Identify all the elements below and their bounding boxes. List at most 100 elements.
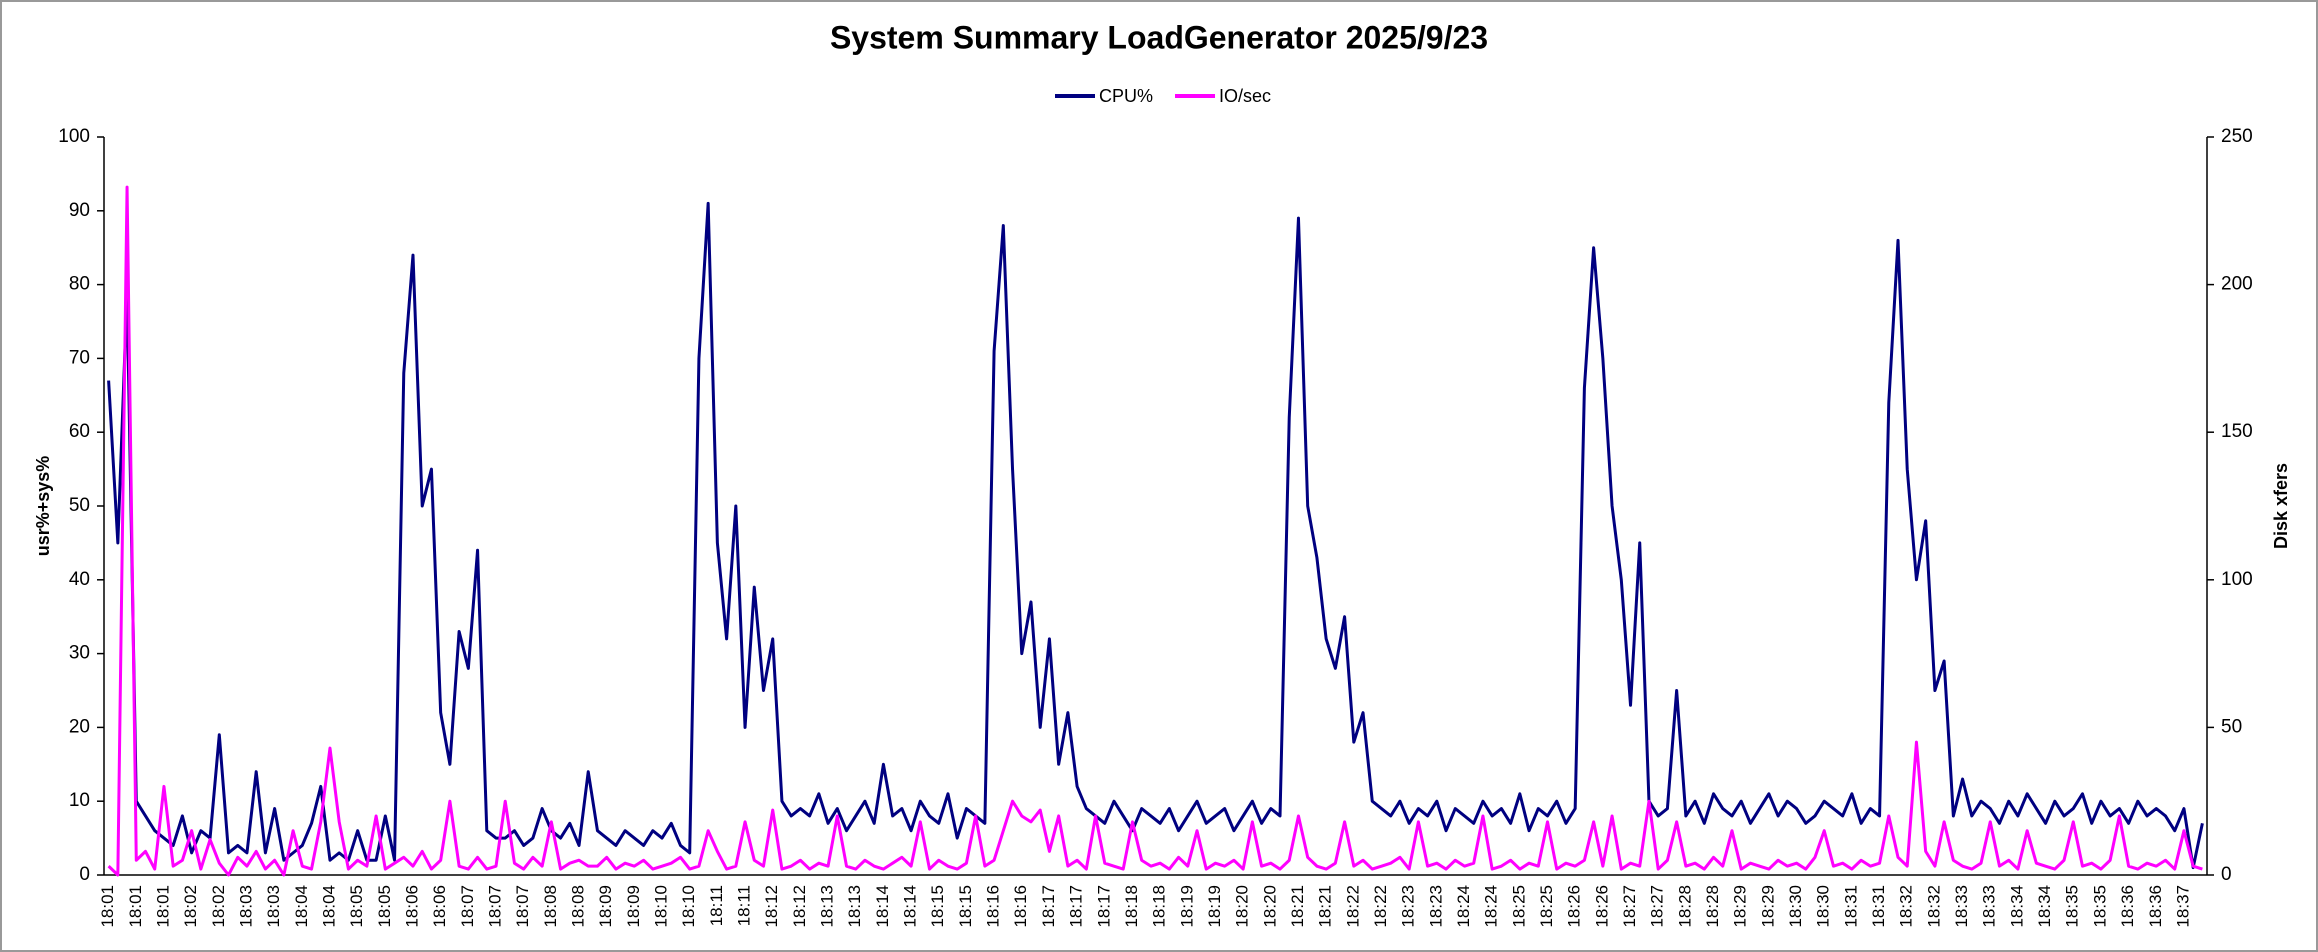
y-tick-label: 10 xyxy=(69,790,90,811)
x-tick-label: 18:20 xyxy=(1233,885,1252,928)
x-tick-label: 18:29 xyxy=(1758,885,1777,928)
y-tick-label: 50 xyxy=(69,495,90,516)
x-tick-label: 18:24 xyxy=(1482,885,1501,928)
y-tick-label: 40 xyxy=(69,569,90,590)
x-tick-label: 18:11 xyxy=(735,885,754,926)
legend-label: CPU% xyxy=(1099,86,1153,106)
y2-tick-label: 100 xyxy=(2221,569,2253,590)
x-tick-label: 18:35 xyxy=(2090,885,2109,928)
x-tick-label: 18:29 xyxy=(1731,885,1750,928)
x-tick-label: 18:16 xyxy=(1011,885,1030,928)
x-tick-label: 18:07 xyxy=(513,885,532,928)
series-line xyxy=(107,185,2203,877)
x-tick-label: 18:13 xyxy=(845,885,864,928)
x-tick-label: 18:34 xyxy=(2035,885,2054,928)
y2-axis-title: Disk xfers xyxy=(2271,463,2291,549)
y-tick-label: 30 xyxy=(69,643,90,664)
x-tick-label: 18:18 xyxy=(1150,885,1169,928)
y-axis-title: usr%+sys% xyxy=(33,456,53,557)
x-tick-label: 18:03 xyxy=(236,885,255,928)
x-tick-label: 18:05 xyxy=(375,885,394,928)
x-tick-label: 18:08 xyxy=(541,885,560,928)
x-tick-label: 18:06 xyxy=(402,885,421,928)
x-tick-label: 18:11 xyxy=(707,885,726,926)
x-tick-label: 18:03 xyxy=(264,885,283,928)
x-tick-label: 18:01 xyxy=(98,885,117,928)
x-tick-label: 18:20 xyxy=(1260,885,1279,928)
y-tick-label: 90 xyxy=(69,200,90,221)
y2-tick-label: 250 xyxy=(2221,126,2253,147)
x-tick-label: 18:35 xyxy=(2063,885,2082,928)
x-tick-label: 18:23 xyxy=(1426,885,1445,928)
x-tick-label: 18:04 xyxy=(319,885,338,928)
y-tick-label: 70 xyxy=(69,347,90,368)
y-tick-label: 100 xyxy=(58,126,90,147)
x-tick-label: 18:19 xyxy=(1205,885,1224,928)
x-tick-label: 18:17 xyxy=(1039,885,1058,928)
x-tick-label: 18:04 xyxy=(292,885,311,928)
x-tick-label: 18:05 xyxy=(347,885,366,928)
series-line xyxy=(107,201,2204,870)
x-tick-label: 18:36 xyxy=(2146,885,2165,928)
x-tick-label: 18:14 xyxy=(901,885,920,928)
x-tick-label: 18:27 xyxy=(1648,885,1667,928)
x-tick-label: 18:15 xyxy=(928,885,947,928)
y-tick-label: 0 xyxy=(79,864,90,885)
x-tick-label: 18:06 xyxy=(430,885,449,928)
chart-title: System Summary LoadGenerator 2025/9/23 xyxy=(830,19,1488,55)
x-tick-label: 18:25 xyxy=(1537,885,1556,928)
x-tick-label: 18:23 xyxy=(1399,885,1418,928)
x-tick-label: 18:14 xyxy=(873,885,892,928)
x-tick-label: 18:25 xyxy=(1509,885,1528,928)
x-tick-label: 18:12 xyxy=(762,885,781,928)
x-tick-label: 18:34 xyxy=(2007,885,2026,928)
x-tick-label: 18:17 xyxy=(1094,885,1113,928)
x-tick-label: 18:09 xyxy=(624,885,643,928)
x-tick-label: 18:18 xyxy=(1122,885,1141,928)
x-tick-label: 18:21 xyxy=(1316,885,1335,928)
x-tick-label: 18:22 xyxy=(1343,885,1362,928)
x-tick-label: 18:16 xyxy=(984,885,1003,928)
x-tick-label: 18:28 xyxy=(1703,885,1722,928)
x-tick-label: 18:37 xyxy=(2173,885,2192,928)
x-tick-label: 18:28 xyxy=(1675,885,1694,928)
x-tick-label: 18:33 xyxy=(1980,885,1999,928)
x-tick-label: 18:07 xyxy=(485,885,504,928)
x-tick-label: 18:01 xyxy=(126,885,145,928)
x-tick-label: 18:10 xyxy=(652,885,671,928)
x-tick-label: 18:22 xyxy=(1371,885,1390,928)
x-tick-label: 18:26 xyxy=(1565,885,1584,928)
x-tick-label: 18:08 xyxy=(569,885,588,928)
x-tick-label: 18:13 xyxy=(818,885,837,928)
x-tick-label: 18:10 xyxy=(679,885,698,928)
x-tick-label: 18:02 xyxy=(209,885,228,928)
y-tick-label: 20 xyxy=(69,716,90,737)
y-tick-label: 60 xyxy=(69,421,90,442)
x-tick-label: 18:36 xyxy=(2118,885,2137,928)
x-tick-label: 18:31 xyxy=(1841,885,1860,928)
y2-tick-label: 150 xyxy=(2221,421,2253,442)
y2-tick-label: 50 xyxy=(2221,716,2242,737)
x-tick-label: 18:30 xyxy=(1814,885,1833,928)
x-tick-label: 18:15 xyxy=(956,885,975,928)
x-tick-label: 18:21 xyxy=(1288,885,1307,928)
x-tick-label: 18:12 xyxy=(790,885,809,928)
x-tick-label: 18:32 xyxy=(1924,885,1943,928)
x-tick-label: 18:01 xyxy=(153,885,172,928)
x-tick-label: 18:19 xyxy=(1177,885,1196,928)
x-tick-label: 18:32 xyxy=(1897,885,1916,928)
y-tick-label: 80 xyxy=(69,274,90,295)
x-tick-label: 18:30 xyxy=(1786,885,1805,928)
x-tick-label: 18:02 xyxy=(181,885,200,928)
x-tick-label: 18:09 xyxy=(596,885,615,928)
x-tick-label: 18:31 xyxy=(1869,885,1888,928)
x-tick-label: 18:24 xyxy=(1454,885,1473,928)
x-tick-label: 18:33 xyxy=(1952,885,1971,928)
x-tick-label: 18:07 xyxy=(458,885,477,928)
x-tick-label: 18:17 xyxy=(1067,885,1086,928)
legend-label: IO/sec xyxy=(1219,86,1271,106)
y2-tick-label: 0 xyxy=(2221,864,2232,885)
